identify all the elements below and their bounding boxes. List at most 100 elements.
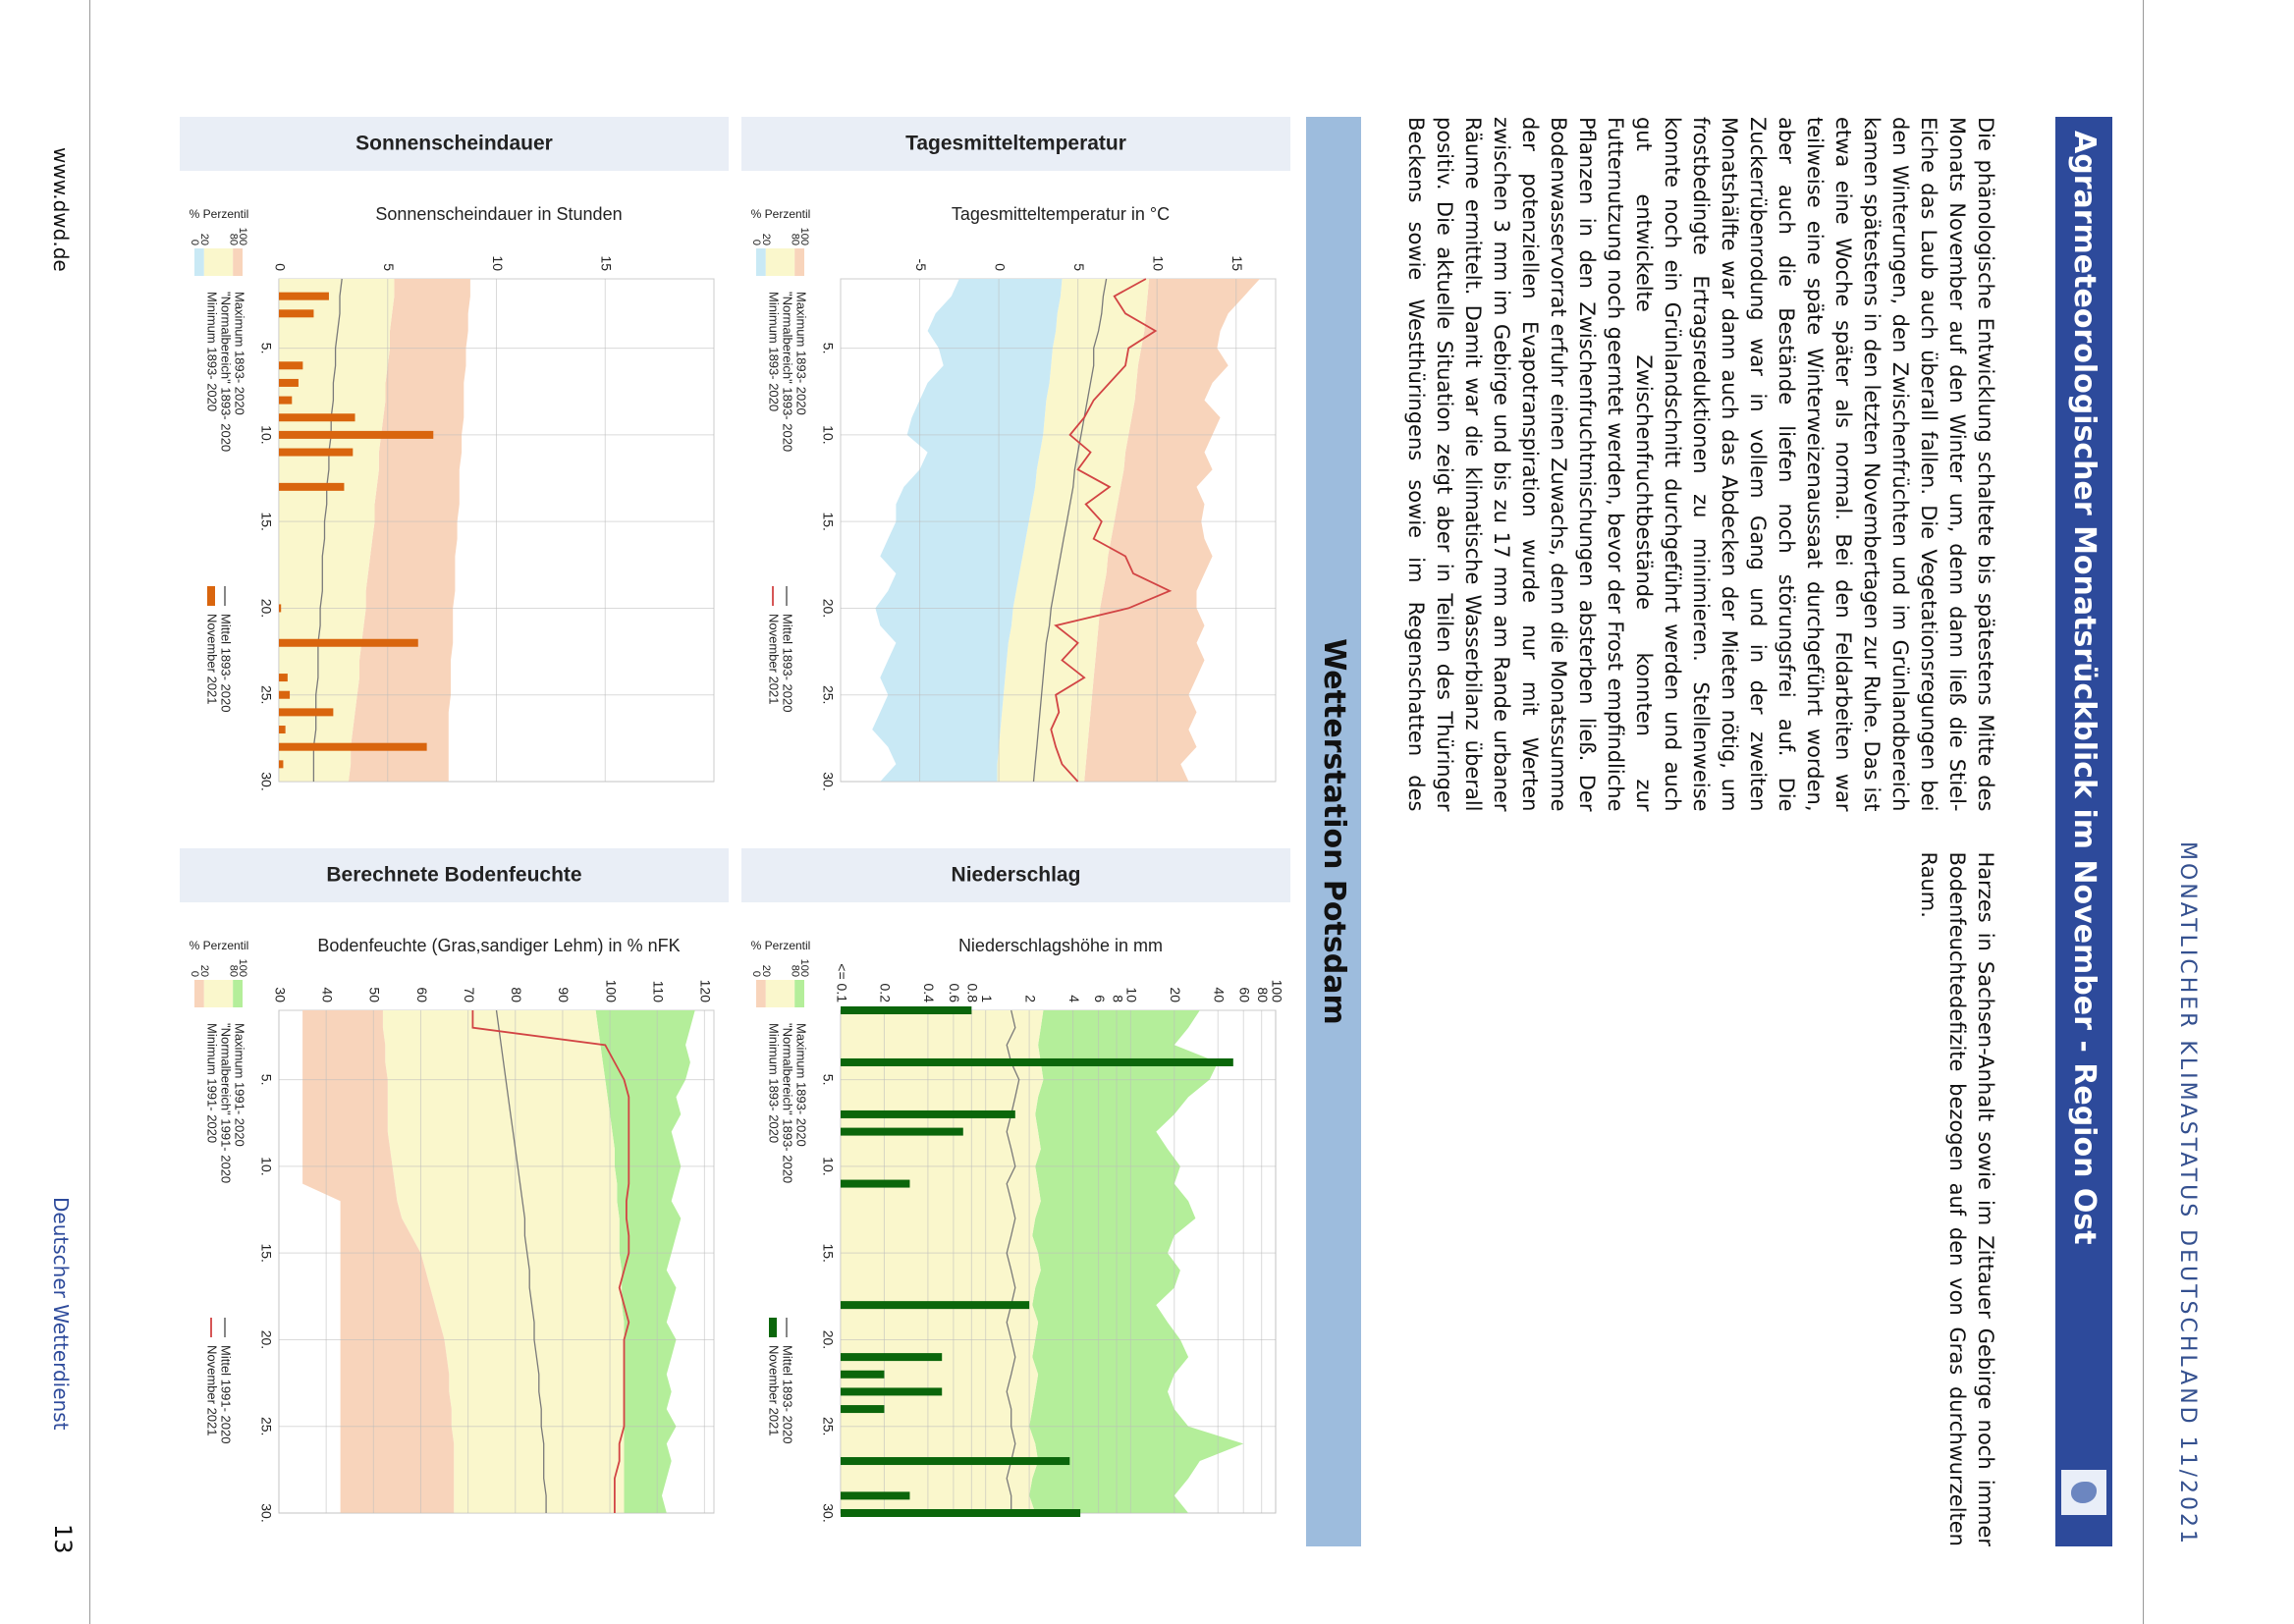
value-tick-label: 50 — [367, 987, 383, 1002]
legend-label: "Normalbereich" 1893- 2020 — [781, 1023, 795, 1183]
day-tick-label: 10. — [258, 425, 274, 444]
bar — [279, 413, 355, 422]
value-tick-label: 110 — [651, 981, 667, 1003]
legend-swatch — [765, 980, 795, 1007]
series-line — [1032, 278, 1108, 783]
value-tick-label: 20 — [1168, 987, 1183, 1002]
day-tick-label: 10. — [820, 1157, 836, 1175]
chart-panel: Tagesmitteltemperatur Tagesmitteltemperat… — [741, 117, 1290, 791]
legend-label: Maximum 1893- 2020 — [794, 1023, 809, 1147]
value-tick-label: 0 — [272, 263, 288, 271]
legend-label: Maximum 1893- 2020 — [794, 292, 809, 415]
legend-label: "Normalbereich" 1893- 2020 — [781, 292, 795, 452]
panel-title: Tagesmitteltemperatur — [905, 133, 1126, 155]
bar — [841, 1491, 910, 1500]
series-line — [312, 278, 343, 782]
day-tick-label: 25. — [820, 1417, 836, 1435]
legend-title: % Perzentil — [190, 207, 249, 221]
legend-symbol — [769, 1318, 777, 1337]
day-tick-label: 25. — [258, 1417, 274, 1435]
day-tick-label: 25. — [258, 685, 274, 704]
day-tick-label: 5. — [820, 1074, 836, 1086]
panel-title: Berechnete Bodenfeuchte — [326, 864, 581, 887]
legend-label: Mittel 1893- 2020 — [219, 614, 234, 712]
bar — [841, 1353, 943, 1362]
panel-header — [741, 848, 1290, 902]
series-line — [495, 1009, 547, 1513]
legend-swatch — [794, 980, 804, 1007]
percentile-band — [1084, 279, 1260, 782]
value-tick-label: 0.2 — [878, 984, 894, 1003]
legend-swatch — [765, 248, 795, 276]
legend-label: November 2021 — [767, 1345, 782, 1436]
bar — [841, 1301, 1030, 1310]
legend-tick-label: 20 — [760, 965, 772, 977]
legend-tick-label: 100 — [798, 228, 810, 245]
panel-header — [180, 117, 729, 171]
bar — [279, 690, 291, 699]
value-tick-label: 40 — [319, 987, 335, 1002]
legend-swatch — [203, 980, 234, 1007]
series-line — [471, 1010, 630, 1513]
legend-label: Minimum 1893- 2020 — [767, 292, 782, 411]
bar — [279, 396, 293, 405]
value-tick-label: 15 — [1229, 255, 1245, 271]
legend-tick-label: 80 — [227, 965, 239, 977]
legend-tick-label: 20 — [760, 234, 772, 245]
day-tick-label: 20. — [258, 599, 274, 618]
value-tick-label: 30 — [272, 987, 288, 1002]
panel-header — [741, 117, 1290, 171]
chart-subtitle: Bodenfeuchte (Gras,sandiger Lehm) in % n… — [317, 936, 680, 955]
series-line — [1050, 278, 1173, 783]
legend-tick-label: 0 — [189, 240, 200, 245]
value-tick-label: 10 — [1124, 987, 1140, 1002]
day-tick-label: 10. — [820, 425, 836, 444]
day-tick-label: 30. — [820, 1503, 836, 1522]
percentile-band — [348, 279, 470, 782]
legend-label: Maximum 1991- 2020 — [233, 1023, 247, 1147]
legend-tick-label: 0 — [189, 971, 200, 977]
value-tick-label: 60 — [414, 987, 430, 1002]
day-tick-label: 5. — [258, 343, 274, 354]
value-tick-label: 0.4 — [921, 984, 937, 1003]
legend-label: "Normalbereich" 1893- 2020 — [219, 292, 234, 452]
legend-tick-label: 80 — [789, 234, 800, 245]
legend-swatch — [233, 980, 243, 1007]
value-tick-label: 10 — [490, 255, 506, 271]
legend-label: November 2021 — [205, 614, 220, 705]
day-tick-label: 15. — [820, 512, 836, 530]
legend-tick-label: 100 — [237, 959, 248, 977]
value-tick-label: 70 — [462, 987, 477, 1002]
value-tick-label: 60 — [1237, 987, 1253, 1002]
day-tick-label: 10. — [258, 1157, 274, 1175]
legend-title: % Perzentil — [751, 207, 811, 221]
bar — [279, 708, 334, 717]
value-tick-label: 6 — [1092, 995, 1108, 1002]
bar — [279, 309, 314, 318]
legend-swatch — [194, 248, 204, 276]
legend-label: November 2021 — [767, 614, 782, 705]
value-tick-label: <= 0.1 — [834, 963, 849, 1002]
value-tick-label: 0.8 — [965, 984, 981, 1003]
bar — [279, 361, 303, 370]
day-tick-label: 30. — [258, 772, 274, 790]
bar — [279, 292, 329, 300]
bar — [841, 1110, 1015, 1118]
day-tick-label: 15. — [258, 512, 274, 530]
bar — [841, 1179, 910, 1188]
legend-tick-label: 0 — [750, 240, 762, 245]
bar — [841, 1457, 1070, 1466]
value-tick-label: 10 — [1150, 255, 1166, 271]
chart-subtitle: Tagesmitteltemperatur in °C — [952, 204, 1170, 224]
percentile-band — [997, 279, 1150, 782]
bar — [841, 1387, 943, 1396]
bar — [279, 726, 286, 734]
chart-panel: Berechnete Bodenfeuchte Bodenfeuchte (Gra… — [180, 848, 729, 1523]
bar — [841, 1370, 885, 1379]
value-tick-label: 8 — [1110, 995, 1125, 1002]
bar — [279, 760, 284, 769]
legend-tick-label: 100 — [237, 228, 248, 245]
chart-panel: Niederschlag Niederschlagshöhe in mm <= 0.… — [741, 848, 1290, 1523]
bar — [279, 742, 427, 751]
